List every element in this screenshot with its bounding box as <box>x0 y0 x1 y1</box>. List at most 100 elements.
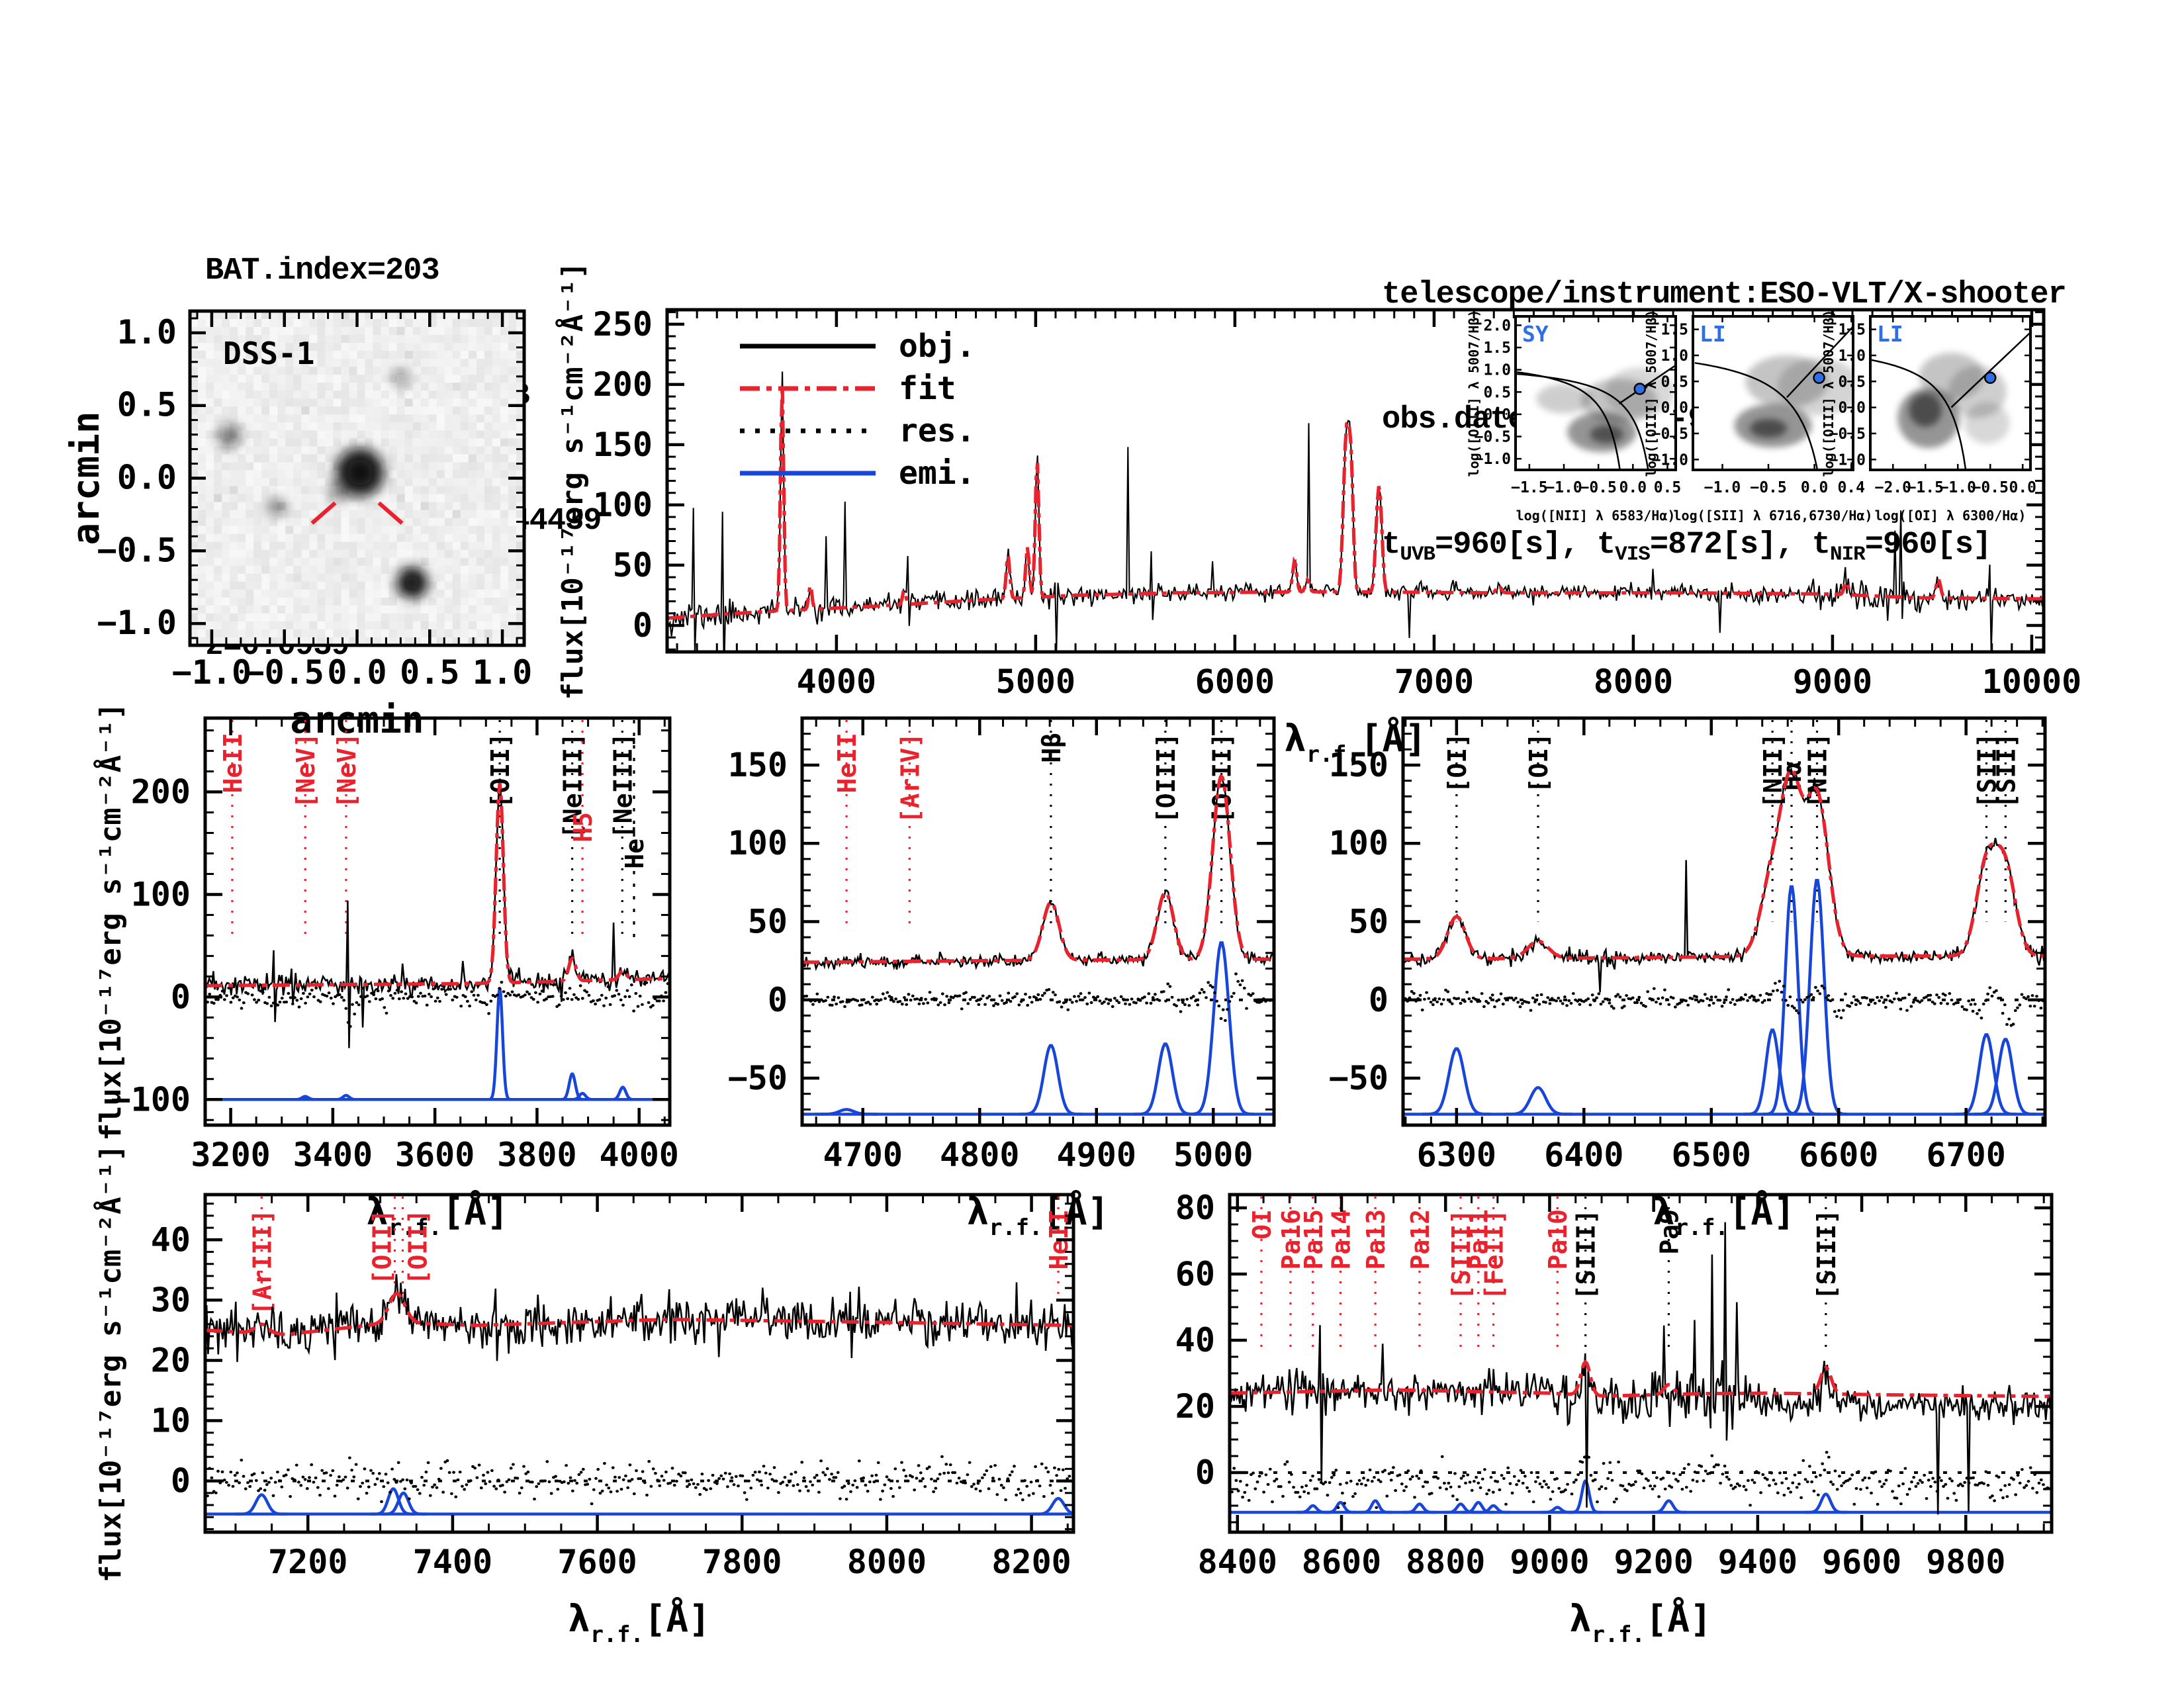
tick-labels: 8400 8600 8800 9000 9200 9400 9600 9800 0 20 40 60 8… <box>1175 1189 2006 1581</box>
emission-line <box>1461 1500 1495 1514</box>
x-tick-label: 3400 <box>293 1136 373 1174</box>
y-tick-label: 0.5 <box>117 386 177 424</box>
y-tick-label: 100 <box>593 486 653 524</box>
y-axis-label: log([OIII] λ 5007/Hβ) <box>1821 310 1837 477</box>
emission-line <box>1187 941 1254 1116</box>
x-tick-label: 4000 <box>797 663 876 701</box>
t-uvb-sub: UVB <box>1400 543 1435 567</box>
x-tick-label: 0.0 <box>2009 479 2036 496</box>
emission-components <box>206 1487 1072 1516</box>
plot-frame <box>1514 315 1677 471</box>
y-tick-label: 1.0 <box>1838 347 1866 365</box>
residual-dots <box>206 981 668 1028</box>
x-tick-label: 0.5 <box>400 653 459 692</box>
marker-label: [NeV] <box>291 733 320 808</box>
marker-label: [NeIII] <box>608 733 637 839</box>
t-vis-symbol: t <box>1596 527 1615 563</box>
y-tick-label: 0.0 <box>1483 406 1511 424</box>
x-axis-label: λr.f.[Å] <box>1653 1190 1796 1240</box>
x-tick-label: 9000 <box>1510 1543 1589 1581</box>
y-tick-label: 0 <box>171 978 191 1016</box>
emission-line <box>1477 1504 1510 1514</box>
dss-survey-label: DSS-1 <box>223 336 314 371</box>
emission-line <box>332 1093 360 1101</box>
marker-label: He <box>620 839 649 869</box>
demarcation-curve <box>1786 326 1853 398</box>
emission-line <box>1743 1028 1801 1116</box>
x-tick-label: 6000 <box>1195 663 1275 701</box>
tick-labels: 6300 6400 6500 6600 6700 −50 0 50 100 150 <box>1329 746 2006 1174</box>
marker-label: [SIII] <box>1447 1209 1476 1300</box>
marker-label: OI <box>1248 1209 1277 1240</box>
y-tick-label: 1.5 <box>1661 322 1688 339</box>
emission-line <box>1974 1038 2036 1116</box>
density-blob <box>1964 402 2010 444</box>
y-tick-label: −0.5 <box>1829 426 1866 443</box>
dss-source-blob <box>268 498 286 516</box>
fit-curve <box>1231 1359 2050 1398</box>
y-tick-label: 0.0 <box>1838 400 1866 417</box>
fit-curve <box>206 1291 1072 1336</box>
t-nir-symbol: t <box>1811 527 1831 563</box>
marker-label: Pa15 <box>1299 1209 1328 1270</box>
x-tick-label: −1.0 <box>1940 479 1976 496</box>
x-axis-label: log([OI] λ 6300/Hα) <box>1875 508 2026 524</box>
dss-source-blob <box>347 459 373 486</box>
axes-ticks <box>1403 717 2045 1126</box>
density-blob <box>1909 393 1942 427</box>
spectrum-panel-hbeta: HeII [ArIV] Hβ [OIII] [OIII]4700 4800 4900 5000… <box>728 716 1276 1240</box>
y-tick-label: 0.5 <box>1483 384 1511 401</box>
marker-label: [ArIII] <box>248 1209 277 1315</box>
exposure-times: tUVB=960[s], tVIS=872[s], tNIR=960[s] <box>1382 524 2066 575</box>
emission-line <box>815 1108 878 1116</box>
x-tick-label: 9400 <box>1718 1543 1797 1581</box>
marker-label: HeII <box>833 733 862 794</box>
y-tick-label: 50 <box>613 546 653 584</box>
emission-line <box>1134 1042 1197 1116</box>
marker-label: [ArIV] <box>895 733 925 823</box>
demarcation-curve <box>1694 362 1819 470</box>
emission-components <box>1404 879 2044 1116</box>
spectrum-panel-halpha: [OI] [OI] [NII]Hα[NII] [SII][SII]6300 6400 65… <box>1329 716 2047 1240</box>
dss-image-panel: DSS-1−1.0−1.0−0.5−0.50.00.00.50.51.01.0a… <box>65 309 532 742</box>
marker-label: [NeV] <box>332 733 361 808</box>
y-tick-label: 30 <box>151 1281 191 1319</box>
x-tick-label: −0.5 <box>1580 479 1616 496</box>
axes-ticks <box>204 718 670 1125</box>
y-tick-label: −50 <box>1329 1059 1388 1097</box>
marker-label: [SIII] <box>1812 1209 1841 1300</box>
x-tick-label: 6400 <box>1544 1136 1623 1174</box>
y-axis-label: arcmin <box>65 411 108 545</box>
spectrum-panel-full: 4000 5000 6000 7000 8000 9000 10000 0 50 100 150 20… <box>555 261 2081 767</box>
y-tick-label: 20 <box>1175 1387 1215 1426</box>
y-tick-label: −0.5 <box>1652 426 1688 443</box>
y-axis-label: log([OIII] λ 5007/Hβ) <box>1643 310 1659 477</box>
axes-ticks <box>667 310 2044 652</box>
marker-label: [OIII] <box>1152 733 1181 823</box>
marker-label: [SII] <box>1991 733 2021 808</box>
marker-label: Pa14 <box>1326 1209 1355 1270</box>
emission-line <box>1324 1500 1357 1514</box>
y-tick-label: 2.0 <box>1483 317 1511 334</box>
y-axis-label: flux[10⁻¹⁷erg s⁻¹cm⁻²Å⁻¹] <box>93 702 128 1140</box>
x-tick-label: 7400 <box>413 1543 492 1581</box>
axes-ticks <box>802 717 1274 1126</box>
y-tick-label: 1.0 <box>1483 362 1511 379</box>
t-nir-value: =960[s] <box>1864 527 1991 563</box>
y-tick-label: −0.5 <box>97 531 177 569</box>
density-blob <box>1750 418 1787 438</box>
y-tick-label: 40 <box>1175 1321 1215 1359</box>
x-tick-label: 8000 <box>847 1543 927 1581</box>
demarcation-curve <box>1950 332 2030 408</box>
galaxy-data-point <box>1813 371 1825 385</box>
x-tick-label: 3600 <box>395 1136 475 1174</box>
emission-line <box>370 1487 416 1516</box>
x-tick-label: 9800 <box>1926 1543 2005 1581</box>
marker-label: Hβ <box>1037 733 1066 763</box>
tick-labels: 3200 3400 3600 3800 4000 −100 0 100 200 <box>111 773 679 1174</box>
marker-label: Pa9 <box>1655 1209 1684 1255</box>
